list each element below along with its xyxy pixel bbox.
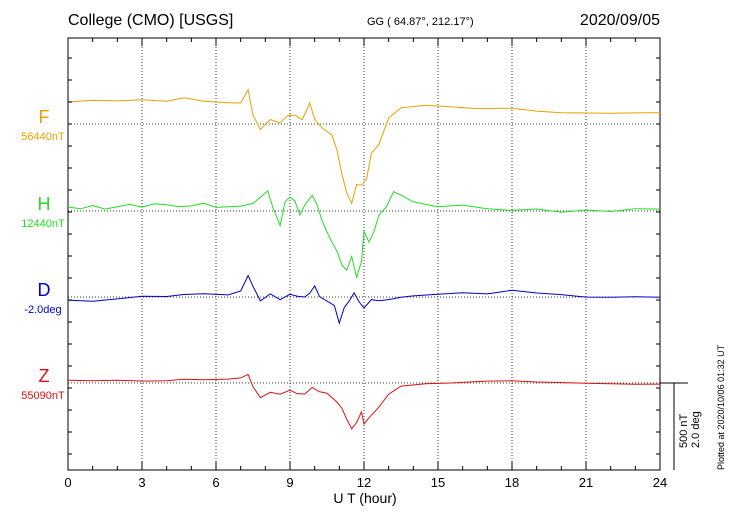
x-tick-label-21: 21 [578,475,594,490]
channel-baseline-F: 56440nT [21,131,65,143]
x-tick-label-6: 6 [212,475,220,490]
x-tick-label-15: 15 [430,475,446,490]
channel-baseline-H: 12440nT [21,218,65,230]
series-line-D [67,274,661,325]
channel-baseline-Z: 55090nT [21,390,65,402]
series-line-Z [67,373,661,430]
series-line-F [67,88,661,205]
channel-baseline-D: -2.0deg [24,304,62,316]
x-tick-label-3: 3 [138,475,146,490]
grid-lines [141,38,587,470]
scale-deg-label: 2.0 deg [690,411,702,448]
station-title: College (CMO) [USGS] [68,12,234,29]
station-coordinates: GG ( 64.87°, 212.17°) [367,16,474,28]
series-lines [67,88,661,430]
plotted-timestamp: Plotted at 2020/10/06 01:32 UT [716,344,726,470]
x-tick-label-9: 9 [286,475,294,490]
channel-name-D: D [37,280,51,300]
x-tick-label-18: 18 [504,475,520,490]
x-tick-label-24: 24 [652,475,668,490]
scale-bar [660,382,688,470]
axis-ticks [67,38,661,470]
x-axis-label: U T (hour) [333,490,397,506]
channel-name-F: F [38,107,50,127]
x-tick-label-0: 0 [64,475,72,490]
channel-name-Z: Z [38,366,50,386]
plot-date: 2020/09/05 [579,12,660,29]
scale-nt-label: 500 nT [678,413,690,448]
x-tick-label-12: 12 [356,475,372,490]
channel-name-H: H [37,194,51,214]
series-line-H [67,190,661,280]
